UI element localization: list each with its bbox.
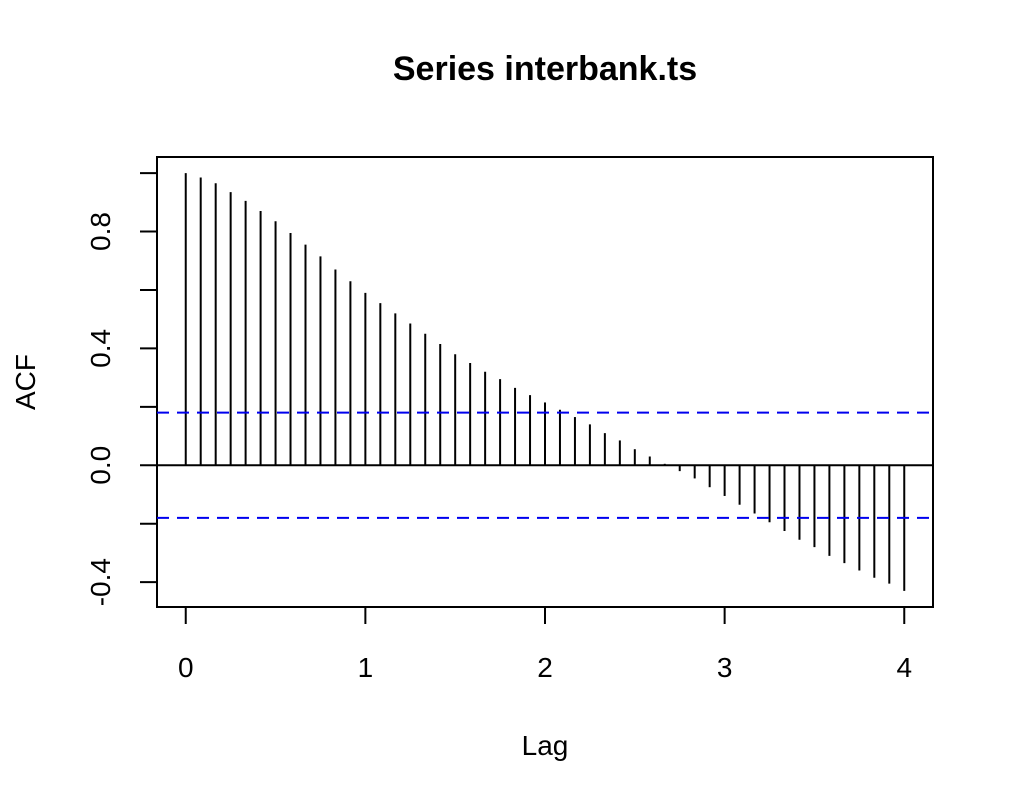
plot-frame <box>156 156 934 608</box>
chart-title: Series interbank.ts <box>393 50 697 88</box>
acf-bars <box>184 173 906 591</box>
x-axis: 0 1 2 3 4 <box>178 606 912 683</box>
y-tick-label: 0.4 <box>85 329 116 368</box>
x-tick-label: 2 <box>537 652 553 683</box>
x-tick-label: 0 <box>178 652 194 683</box>
x-axis-label: Lag <box>522 730 569 761</box>
y-tick-label: 0.8 <box>85 212 116 251</box>
y-tick-label: 0.0 <box>85 446 116 485</box>
x-tick-label: 3 <box>717 652 733 683</box>
y-axis-label: ACF <box>10 354 41 410</box>
y-tick-label: -0.4 <box>85 558 116 606</box>
x-tick-label: 1 <box>358 652 374 683</box>
x-tick-label: 4 <box>896 652 912 683</box>
confidence-bounds <box>157 411 933 519</box>
y-axis: -0.4 0.0 0.4 0.8 <box>85 172 158 606</box>
